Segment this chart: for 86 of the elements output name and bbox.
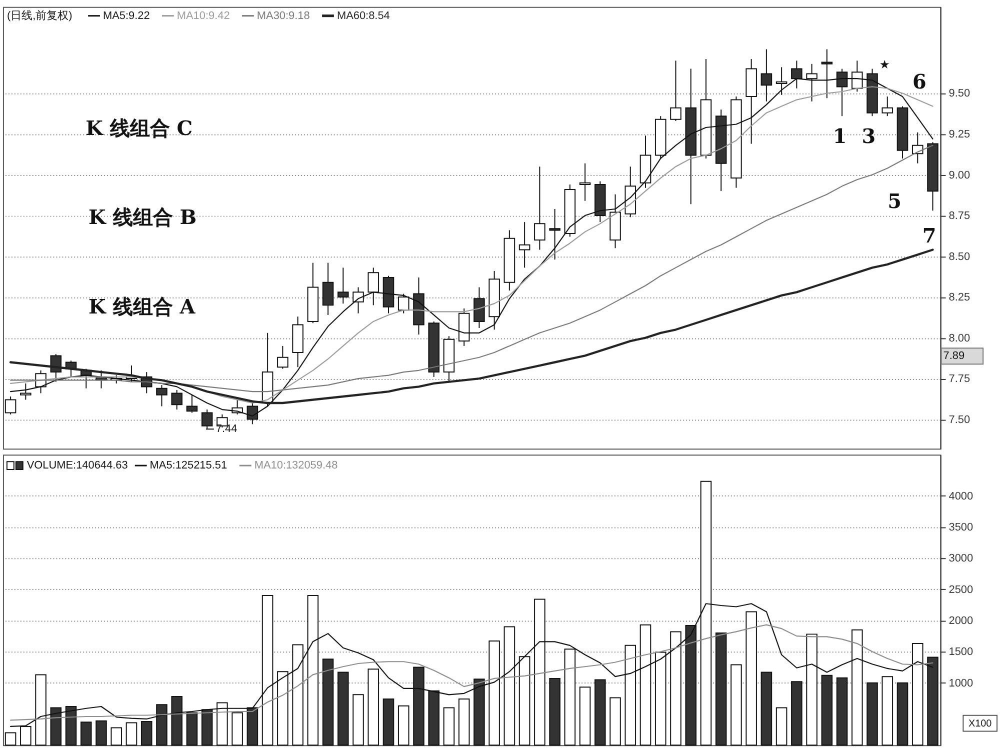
legend-label: MA30:9.18 <box>256 10 310 22</box>
candlestick <box>579 162 591 202</box>
bar <box>730 664 742 746</box>
candlestick <box>670 60 682 122</box>
bar <box>352 694 364 746</box>
bar <box>458 698 470 746</box>
annotation: ★ <box>879 58 890 72</box>
bar <box>338 672 349 746</box>
annotation: 7.44 <box>216 423 238 436</box>
y-tick-label: 7.75 <box>948 373 970 386</box>
bar <box>4 732 16 746</box>
bar <box>579 686 591 746</box>
y-tick-label: 8.00 <box>948 332 970 344</box>
chart-title: (日线,前复权) <box>6 8 72 22</box>
candlestick <box>4 396 16 415</box>
bar <box>746 611 757 746</box>
bar <box>760 672 772 746</box>
annotation: K 线组合 A <box>88 294 196 318</box>
legend-label: MA5:9.22 <box>102 10 150 22</box>
annotation: K 线组合 B <box>88 204 197 229</box>
bar <box>836 677 848 746</box>
legend-label: MA10:132059.48 <box>254 460 338 472</box>
y-tick-label: 1000 <box>948 677 974 690</box>
candlestick <box>186 394 198 414</box>
bar <box>110 727 122 746</box>
annotation: 7 <box>922 224 936 248</box>
text: X100 <box>968 718 992 730</box>
line-series <box>9 248 934 404</box>
y-tick-label: 3000 <box>948 552 974 565</box>
y-tick-label: 1500 <box>948 646 974 658</box>
bar <box>882 676 894 746</box>
y-tick-label: 8.75 <box>948 210 970 222</box>
bar <box>443 707 455 746</box>
y-tick-label: 7.50 <box>948 414 970 426</box>
legend-label: MA60:8.54 <box>336 10 390 22</box>
candlestick <box>518 222 530 268</box>
candlestick <box>20 382 32 400</box>
legend-label: MA5:125215.51 <box>150 460 228 472</box>
candlestick <box>882 96 894 117</box>
candlestick <box>322 262 334 316</box>
y-tick-label: 4000 <box>948 490 974 502</box>
bar <box>594 679 606 746</box>
candlestick <box>201 409 213 430</box>
bar <box>322 658 334 746</box>
annotation: 5 <box>888 188 902 213</box>
text: 7.89 <box>943 350 965 362</box>
annotation: K 线组合 C <box>86 116 193 140</box>
bar <box>549 678 560 746</box>
annotation: 6 <box>912 69 926 94</box>
candlestick <box>398 293 410 314</box>
y-tick-label: 8.25 <box>948 292 970 304</box>
candlestick <box>156 384 168 407</box>
bar <box>382 698 394 746</box>
legend-label: MA10:9.42 <box>176 10 230 22</box>
y-tick-label: 3500 <box>948 521 974 534</box>
y-tick-label: 9.25 <box>948 128 970 140</box>
bar <box>232 712 243 746</box>
y-tick-label: 2500 <box>948 584 974 596</box>
y-tick-label: 2000 <box>948 614 974 627</box>
annotation: 1 <box>832 124 847 148</box>
candlestick <box>534 166 546 250</box>
bar <box>896 682 908 746</box>
bar <box>791 681 802 746</box>
annotation: 3 <box>862 124 876 148</box>
bar <box>821 674 833 746</box>
candlestick <box>368 267 380 306</box>
bar <box>80 722 92 746</box>
candlestick <box>277 345 288 370</box>
candlestick <box>549 208 560 260</box>
bar <box>398 705 410 746</box>
y-tick-label: 9.50 <box>948 88 970 100</box>
bar <box>866 682 878 746</box>
candlestick <box>171 389 182 410</box>
bar <box>96 720 107 746</box>
line-series <box>10 144 934 392</box>
candlestick <box>352 286 364 314</box>
candlestick <box>474 286 485 329</box>
bar <box>715 632 727 746</box>
candlestick <box>338 267 349 304</box>
candlestick <box>760 48 772 102</box>
legend-label: VOLUME:140644.63 <box>26 460 128 472</box>
bar <box>126 722 138 746</box>
bar <box>776 707 788 746</box>
y-tick-label: 9.00 <box>948 169 970 182</box>
bar <box>610 697 621 746</box>
y-tick-label: 8.50 <box>948 250 970 263</box>
